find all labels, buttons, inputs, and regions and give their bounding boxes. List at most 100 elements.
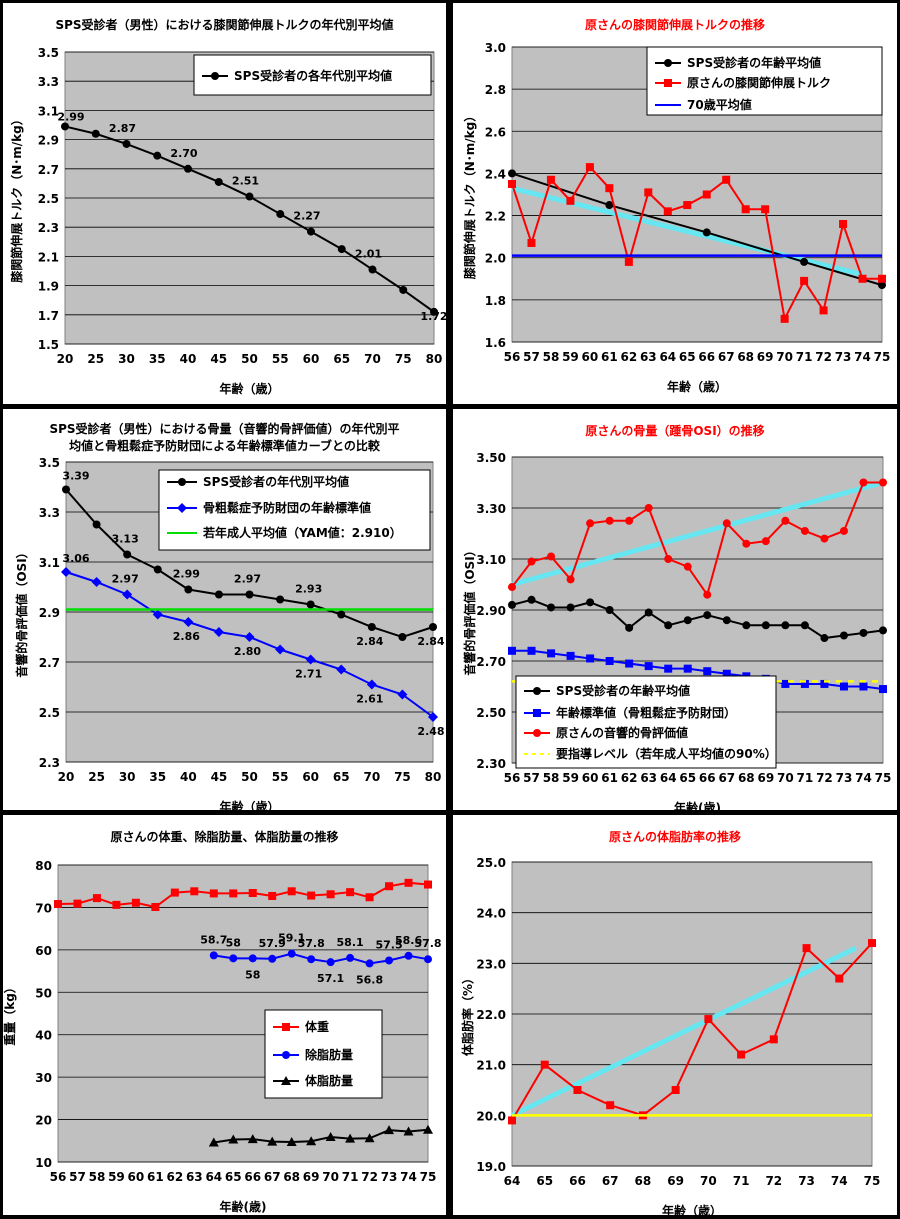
data-point [326, 958, 335, 967]
data-point [742, 621, 751, 630]
chart-bone-hara: 原さんの骨量（踵骨OSI）の推移 2.30 2.50 2.70 2.90 3.10 3.30… [462, 423, 891, 815]
data-point [286, 1137, 297, 1147]
data-point [605, 657, 614, 665]
chart-title: 原さんの膝関節伸展トルクの推移 [585, 17, 765, 32]
data-label: 57.9 [259, 937, 286, 950]
data-point [859, 682, 868, 691]
data-label: 58.1 [337, 936, 364, 949]
x-tick-label: 61 [601, 771, 618, 785]
x-tick-label: 75 [420, 1170, 437, 1184]
data-point [325, 1131, 336, 1141]
x-tick-label: 74 [854, 350, 871, 364]
data-point [625, 623, 634, 632]
y-tick-label: 2.30 [476, 757, 506, 771]
data-label: 3.06 [62, 552, 89, 565]
y-tick-label: 1.9 [38, 280, 59, 294]
data-point [683, 616, 692, 625]
data-label: 57.8 [414, 937, 441, 950]
x-tick-label: 55 [272, 770, 289, 784]
legend-label: SPS受診者の年代別平均値 [203, 474, 349, 489]
y-tick-label: 22.0 [476, 1008, 506, 1022]
data-point [122, 139, 131, 148]
x-tick-label: 59 [562, 350, 579, 364]
x-tick-label: 70 [363, 770, 380, 784]
data-point [527, 646, 536, 655]
data-point [859, 478, 868, 487]
x-tick-label: 35 [149, 770, 166, 784]
y-tick-label: 80 [35, 859, 52, 873]
x-tick-label: 70 [364, 352, 381, 366]
data-point [73, 899, 82, 908]
data-point [91, 129, 100, 138]
data-point [151, 903, 160, 912]
data-point [305, 654, 316, 665]
data-point [703, 590, 712, 599]
x-tick-label: 50 [241, 770, 258, 784]
data-label: 2.27 [293, 210, 320, 223]
x-tick-label: 30 [118, 352, 135, 366]
x-tick-label: 61 [147, 1170, 164, 1184]
data-point [62, 485, 70, 494]
x-axis-label: 年齢（歳） [219, 799, 279, 810]
data-point [424, 955, 432, 964]
x-tick-label: 71 [797, 771, 814, 785]
x-tick-label: 67 [718, 350, 735, 364]
x-tick-label: 60 [582, 350, 599, 364]
legend-box [646, 46, 883, 116]
x-tick-label: 73 [798, 1174, 815, 1188]
data-point [761, 621, 770, 630]
data-point [326, 890, 335, 899]
trend-line [510, 945, 857, 1118]
x-tick-label: 67 [264, 1170, 281, 1184]
x-tick-label: 64 [659, 350, 676, 364]
data-point [365, 893, 374, 902]
x-tick-label: 40 [180, 352, 197, 366]
x-tick-label: 68 [738, 771, 755, 785]
data-point [209, 951, 218, 960]
data-point [229, 954, 238, 963]
data-point [276, 210, 285, 219]
data-point [248, 954, 257, 963]
chart-title: SPS受診者（男性）における骨量（音響的骨評価値）の年代別平 [49, 421, 399, 436]
x-tick-label: 69 [757, 771, 774, 785]
legend-marker [664, 59, 672, 67]
data-point [245, 590, 254, 599]
y-tick-label: 2.7 [39, 656, 60, 670]
data-point [364, 1133, 375, 1143]
x-tick-label: 65 [679, 771, 696, 785]
data-point [586, 654, 595, 663]
data-point [879, 626, 887, 635]
legend-label: SPS受診者の年齢平均値 [556, 683, 690, 698]
data-label: 57.8 [298, 937, 325, 950]
series-0 [508, 939, 876, 1125]
data-point [605, 606, 614, 614]
data-point [625, 659, 634, 668]
x-tick-label: 73 [381, 1170, 398, 1184]
x-tick-label: 56 [504, 771, 521, 785]
data-point [429, 623, 437, 631]
chart-knee-avg: SPS受診者（男性）における膝関節伸展トルクの年代別平均値1.51.71.92.… [9, 17, 448, 396]
data-point [123, 550, 132, 559]
y-tick-label: 2.0 [485, 252, 506, 266]
y-tick-label: 2.2 [485, 210, 506, 224]
data-point [566, 196, 575, 205]
data-point [546, 175, 555, 184]
y-tick-label: 1.7 [38, 309, 59, 323]
x-tick-label: 58 [543, 350, 560, 364]
y-axis-label: 膝関節伸展トルク（N･m/kg） [462, 110, 477, 280]
x-axis-label: 年齢（歳） [667, 379, 727, 394]
series-2 [208, 1124, 433, 1147]
data-point [566, 603, 575, 612]
data-point [367, 623, 376, 631]
data-point [267, 1136, 278, 1146]
data-point [761, 537, 770, 546]
chart-bone-avg: SPS受診者（男性）における骨量（音響的骨評価値）の年代別平均値と骨粗鬆症予防財… [14, 421, 445, 814]
data-point [385, 882, 394, 891]
y-axis-label: 膝関節伸展トルク（N･m/kg） [9, 113, 24, 283]
chart-bodyfat: 原さんの体脂肪率の推移 19.0 20.0 21.0 22.0 23.0 24.0 25.0 6… [460, 829, 880, 1218]
data-point [170, 888, 179, 897]
y-tick-label: 2.3 [39, 756, 60, 770]
y-tick-label: 3.1 [38, 104, 59, 118]
chart-panel-bone-avg: SPS受診者（男性）における骨量（音響的骨評価値）の年代別平 均値と骨粗鬆症予防財… [3, 409, 446, 814]
data-point [508, 600, 516, 609]
